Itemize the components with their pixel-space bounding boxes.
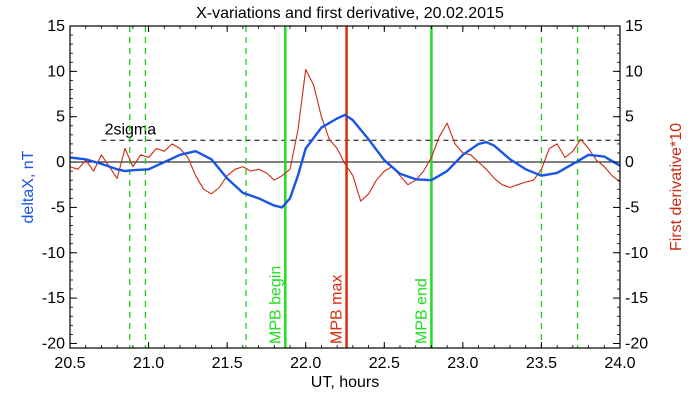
plot-marks: 2sigma MPB begin MPB max MPB end (69, 26, 621, 348)
y-tick-label-left: 0 (56, 154, 65, 171)
y-tick-label-left: -10 (42, 245, 65, 262)
x-tick-label: 20.5 (54, 355, 85, 372)
marker-label: MPB begin (267, 266, 284, 344)
y-tick-label-right: -15 (625, 290, 648, 307)
x-axis-label: UT, hours (311, 374, 379, 391)
y-tick-label-left: 10 (47, 63, 65, 80)
y-tick-label-right: -5 (625, 199, 639, 216)
y-axis-label-right: First derivative*10 (668, 123, 685, 251)
marker-label: MPB end (413, 278, 430, 344)
y-tick-label-left: -20 (42, 335, 65, 352)
y-tick-label-left: 15 (47, 18, 65, 35)
sigma-label: 2sigma (105, 121, 157, 138)
x-tick-label: 23.5 (526, 355, 557, 372)
y-tick-label-right: 10 (625, 63, 643, 80)
y-axis-label-left: deltaX, nT (20, 150, 37, 223)
y-tick-label-right: -20 (625, 335, 648, 352)
x-tick-label: 22.5 (369, 355, 400, 372)
x-tick-label: 24.0 (604, 355, 635, 372)
series-line-deltax (69, 113, 621, 209)
marker-label: MPB max (329, 275, 346, 344)
x-tick-label: 21.5 (212, 355, 243, 372)
x-tick-label: 22.0 (290, 355, 321, 372)
series-line-derivative (69, 68, 621, 202)
y-tick-label-right: 5 (625, 109, 634, 126)
axis-ticks: 20.5 21.0 21.5 22.0 22.5 23.0 23.5 24.0 15 15 10 10… (42, 18, 648, 372)
plot-frame (69, 25, 621, 349)
y-tick-label-left: 5 (56, 109, 65, 126)
y-tick-label-left: -15 (42, 290, 65, 307)
x-tick-label: 21.0 (133, 355, 164, 372)
y-tick-label-right: 15 (625, 18, 643, 35)
x-tick-label: 23.0 (447, 355, 478, 372)
chart-title: X-variations and first derivative, 20.02… (196, 5, 504, 22)
y-tick-label-left: -5 (51, 199, 65, 216)
y-tick-label-right: 0 (625, 154, 634, 171)
y-tick-label-right: -10 (625, 245, 648, 262)
